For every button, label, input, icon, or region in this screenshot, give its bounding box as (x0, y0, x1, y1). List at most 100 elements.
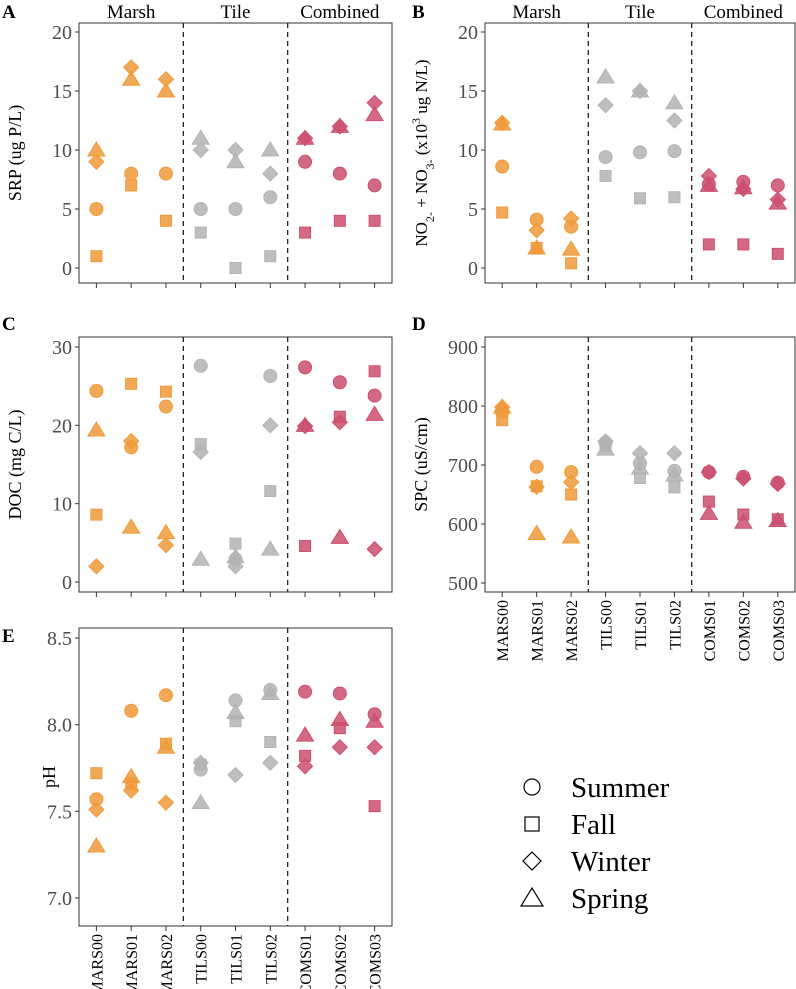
point-spring (365, 405, 384, 421)
x-tick-label: TILS01 (229, 934, 246, 984)
point-summer (298, 154, 313, 169)
point-spring (226, 547, 245, 564)
point-winter (192, 443, 209, 461)
point-summer (158, 688, 173, 703)
panel-letter: A (2, 2, 16, 23)
point-winter (227, 766, 244, 784)
y-tick-label: 0 (62, 258, 72, 280)
point-spring (527, 524, 547, 540)
y-axis-label: SPC (uS/cm) (411, 417, 432, 512)
legend-label: Spring (571, 883, 648, 915)
point-fall (299, 226, 312, 239)
legend-label: Summer (571, 772, 670, 804)
point-fall (702, 238, 715, 251)
point-winter (157, 536, 175, 554)
y-axis-label: NO2- + NO3- (x103 ug N/L) (409, 59, 437, 246)
point-spring (295, 129, 315, 145)
y-tick-label: 20 (52, 22, 72, 44)
y-tick-label: 10 (52, 494, 72, 516)
point-summer (124, 703, 139, 718)
y-tick-label: 700 (448, 455, 478, 477)
point-spring (630, 82, 650, 98)
point-winter (528, 478, 545, 496)
point-winter (631, 444, 649, 462)
point-fall (496, 206, 509, 219)
x-tick-label: MARS00 (495, 600, 512, 661)
y-axis-label: DOC (mg C/L) (5, 409, 26, 519)
point-spring (527, 238, 547, 255)
x-tick-label: MARS02 (159, 934, 176, 989)
point-spring (295, 416, 315, 432)
y-tick-label: 15 (52, 81, 72, 103)
y-tick-label: 900 (448, 337, 478, 359)
point-summer (158, 399, 173, 414)
panel-letter: B (412, 2, 425, 23)
legend: Summer Fall Winter Spring (519, 772, 670, 915)
y-tick-label: 10 (458, 140, 478, 162)
y-axis-label-part: 3- (423, 159, 437, 169)
group-header-tile: Tile (221, 2, 251, 23)
point-winter (562, 473, 580, 491)
point-fall (737, 238, 750, 251)
y-tick-label: 5 (468, 199, 478, 221)
point-winter (735, 470, 752, 487)
point-spring (596, 440, 615, 456)
y-tick-label: 10 (52, 140, 72, 162)
point-fall (264, 485, 277, 498)
point-spring (699, 504, 719, 520)
y-tick-label: 7.0 (47, 888, 72, 910)
point-summer (667, 144, 682, 159)
point-spring (561, 240, 581, 256)
group-header-combined: Combined (704, 2, 784, 23)
point-summer (124, 166, 139, 181)
point-spring (768, 511, 788, 527)
group-header-marsh: Marsh (512, 2, 561, 23)
point-spring (330, 117, 350, 133)
y-tick-label: 15 (458, 81, 478, 103)
y-tick-label: 600 (448, 514, 478, 536)
point-spring (733, 178, 753, 195)
legend-label: Fall (571, 809, 616, 841)
x-tick-label: COMS02 (333, 934, 350, 989)
point-fall (125, 377, 138, 390)
x-tick-label: TILS02 (667, 600, 684, 650)
point-spring (295, 726, 315, 742)
point-spring (260, 684, 280, 700)
point-fall (90, 508, 103, 521)
y-tick-label: 0 (62, 572, 72, 594)
point-summer (193, 358, 208, 373)
panel-d: D 500 600 700 800 900 SPC (uS/cm) MARS00 MARS01 M… (411, 314, 796, 661)
point-summer (332, 375, 347, 390)
point-winter (192, 754, 209, 772)
y-axis-label-part: NO (412, 222, 431, 247)
y-tick-label: 5 (62, 199, 72, 221)
point-fall (229, 262, 242, 274)
point-winter (331, 413, 349, 431)
point-spring (699, 176, 719, 192)
point-winter (769, 475, 786, 493)
point-winter (122, 432, 140, 450)
point-summer (770, 178, 785, 193)
point-summer (367, 388, 382, 403)
x-tick-label: COMS03 (368, 934, 385, 989)
y-tick-label: 30 (52, 337, 72, 359)
point-winter (88, 801, 105, 818)
y-tick-label: 7.5 (47, 801, 72, 823)
point-winter (262, 754, 279, 772)
panel-letter: E (2, 626, 15, 647)
point-spring (121, 70, 141, 86)
point-summer (298, 684, 313, 699)
x-tick-label: COMS01 (702, 600, 719, 661)
point-winter (528, 222, 545, 239)
y-axis-label-part: 2- (423, 212, 437, 222)
point-spring (492, 115, 512, 131)
point-summer (332, 166, 347, 181)
point-summer (529, 459, 544, 474)
y-tick-label: 8.5 (47, 628, 72, 650)
y-tick-label: 500 (448, 573, 478, 595)
point-summer (495, 159, 510, 174)
point-fall (771, 247, 784, 260)
x-tick-label: TILS00 (599, 600, 616, 650)
point-winter (192, 141, 209, 159)
point-fall (159, 214, 172, 227)
